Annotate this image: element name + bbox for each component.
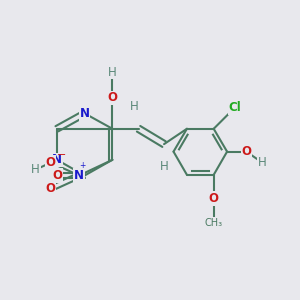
Text: N: N xyxy=(74,169,84,182)
Text: H: H xyxy=(31,163,40,176)
Text: N: N xyxy=(52,153,62,166)
Text: N: N xyxy=(80,107,90,120)
Text: O: O xyxy=(52,169,62,182)
Text: +: + xyxy=(79,161,85,170)
Text: H: H xyxy=(108,66,117,79)
Text: CH₃: CH₃ xyxy=(205,218,223,227)
Text: H: H xyxy=(258,156,266,169)
Text: H: H xyxy=(130,100,139,113)
Text: Cl: Cl xyxy=(229,101,241,114)
Text: O: O xyxy=(107,91,117,104)
Text: H: H xyxy=(160,160,168,173)
Text: O: O xyxy=(242,145,251,158)
Text: −: − xyxy=(57,150,66,160)
Text: O: O xyxy=(45,182,56,195)
Text: O: O xyxy=(209,192,219,205)
Text: O: O xyxy=(45,156,56,169)
